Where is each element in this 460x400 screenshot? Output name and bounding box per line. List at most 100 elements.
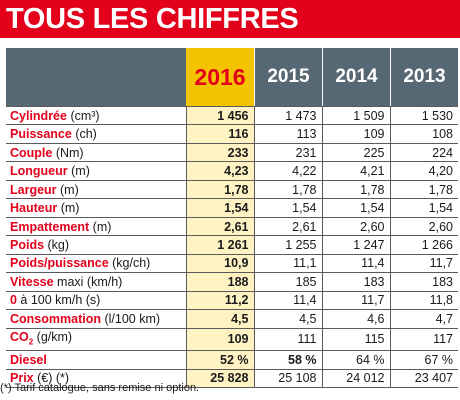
- value-cell-2016: 109: [185, 328, 254, 352]
- row-label: Poids/puissance (kg/ch): [6, 254, 186, 274]
- value-cell-2016: 4,5: [185, 309, 254, 329]
- value-cell-2014: 109: [321, 124, 390, 144]
- value-cell-2013: 1,54: [389, 198, 458, 218]
- value-cell-2014: 1,78: [321, 180, 390, 200]
- row-label: Vitesse maxi (km/h): [6, 272, 186, 292]
- row-label-unit: à 100 km/h (s): [16, 293, 101, 308]
- table-row: CO2 (g/km) 109 111 115 117: [6, 328, 458, 352]
- value-cell-2013: 183: [389, 272, 458, 292]
- row-label-name: Vitesse: [10, 274, 54, 289]
- row-label-name: Couple: [10, 145, 53, 160]
- row-label-name: Puissance: [10, 127, 72, 142]
- table-row: Longueur (m) 4,23 4,22 4,21 4,20: [6, 161, 458, 181]
- row-label-unit: (m): [67, 164, 90, 179]
- value-cell-2016: 116: [185, 124, 254, 144]
- row-label: Couple (Nm): [6, 143, 186, 163]
- spec-table: Cylindrée (cm³) 1 456 1 473 1 509 1 530 Puiss…: [6, 105, 458, 389]
- value-cell-2015: 4,22: [253, 161, 322, 181]
- row-label-unit: (ch): [71, 127, 97, 142]
- table-row: Poids/puissance (kg/ch) 10,9 11,1 11,4 11,7: [6, 254, 458, 274]
- value-cell-2014: 1,54: [321, 198, 390, 218]
- value-cell-2013: 117: [389, 328, 458, 352]
- row-label-name: Cylindrée: [10, 108, 67, 123]
- value-cell-2013: 1 266: [389, 235, 458, 255]
- value-cell-2014: 4,21: [321, 161, 390, 181]
- row-label: Consommation (l/100 km): [6, 309, 186, 329]
- table-row: Diesel 52 % 58 % 64 % 67 %: [6, 350, 458, 370]
- table-row: Largeur (m) 1,78 1,78 1,78 1,78: [6, 180, 458, 200]
- value-cell-2015: 25 108: [253, 369, 322, 389]
- value-cell-2013: 2,60: [389, 217, 458, 237]
- table-row: Vitesse maxi (km/h) 188 185 183 183: [6, 272, 458, 292]
- row-label: Longueur (m): [6, 161, 186, 181]
- value-cell-2014: 11,7: [321, 291, 390, 311]
- value-cell-2015: 1 473: [253, 105, 322, 126]
- value-cell-2016: 1 456: [185, 105, 254, 126]
- year-header-2015: 2015: [254, 48, 322, 106]
- table-row: Empattement (m) 2,61 2,61 2,60 2,60: [6, 217, 458, 237]
- value-cell-2016: 4,23: [185, 161, 254, 181]
- value-cell-2014: 1 247: [321, 235, 390, 255]
- value-cell-2014: 225: [321, 143, 390, 163]
- value-cell-2015: 2,61: [253, 217, 322, 237]
- value-cell-2015: 58 %: [253, 350, 322, 370]
- table-row: Couple (Nm) 233 231 225 224: [6, 143, 458, 163]
- title-bar: TOUS LES CHIFFRES: [0, 0, 460, 38]
- value-cell-2013: 67 %: [389, 350, 458, 370]
- row-label: Cylindrée (cm³): [6, 105, 186, 126]
- value-cell-2014: 64 %: [321, 350, 390, 370]
- row-label-name: Poids/puissance: [10, 256, 109, 271]
- row-label-unit: maxi (km/h): [53, 274, 123, 289]
- row-label-name: CO: [10, 329, 29, 344]
- row-label-name: Longueur: [10, 164, 68, 179]
- value-cell-2015: 4,5: [253, 309, 322, 329]
- value-cell-2015: 185: [253, 272, 322, 292]
- table-row: 0 à 100 km/h (s) 11,2 11,4 11,7 11,8: [6, 291, 458, 311]
- year-header-2014: 2014: [322, 48, 390, 106]
- row-label-name: Consommation: [10, 311, 101, 326]
- row-label-unit: (cm³): [66, 108, 100, 123]
- row-label-unit: (m): [57, 201, 80, 216]
- value-cell-2015: 1 255: [253, 235, 322, 255]
- row-label: Empattement (m): [6, 217, 186, 237]
- value-cell-2013: 108: [389, 124, 458, 144]
- row-label-name: Hauteur: [10, 201, 58, 216]
- value-cell-2013: 1 530: [389, 105, 458, 126]
- table-row: Prix (€) (*) 25 828 25 108 24 012 23 407: [6, 369, 458, 389]
- year-header-2013: 2013: [390, 48, 458, 106]
- value-cell-2014: 115: [321, 328, 390, 352]
- value-cell-2014: 24 012: [321, 369, 390, 389]
- row-label: Hauteur (m): [6, 198, 186, 218]
- value-cell-2015: 113: [253, 124, 322, 144]
- table-row: Consommation (l/100 km) 4,5 4,5 4,6 4,7: [6, 309, 458, 329]
- value-cell-2016: 2,61: [185, 217, 254, 237]
- value-cell-2014: 2,60: [321, 217, 390, 237]
- row-label: Prix (€) (*): [6, 369, 186, 389]
- year-header-2016: 2016: [186, 48, 254, 106]
- row-label: Puissance (ch): [6, 124, 186, 144]
- value-cell-2016: 188: [185, 272, 254, 292]
- table-row: Poids (kg) 1 261 1 255 1 247 1 266: [6, 235, 458, 255]
- value-cell-2016: 1,54: [185, 198, 254, 218]
- row-label-unit: (l/100 km): [100, 311, 161, 326]
- row-label: Diesel: [6, 350, 186, 370]
- value-cell-2013: 11,7: [389, 254, 458, 274]
- value-cell-2015: 1,54: [253, 198, 322, 218]
- row-label-unit: (g/km): [33, 329, 73, 344]
- value-cell-2013: 224: [389, 143, 458, 163]
- value-cell-2016: 1 261: [185, 235, 254, 255]
- value-cell-2016: 25 828: [185, 369, 254, 389]
- row-label-name: Diesel: [10, 352, 47, 367]
- row-label-subscript: 2: [28, 337, 34, 347]
- row-label-unit: (kg): [44, 238, 70, 253]
- row-label-name: Largeur: [10, 182, 57, 197]
- footnote: (*) Tarif catalogue, sans remise ni opti…: [0, 382, 200, 394]
- value-cell-2016: 52 %: [185, 350, 254, 370]
- value-cell-2015: 11,1: [253, 254, 322, 274]
- row-label: Largeur (m): [6, 180, 186, 200]
- value-cell-2015: 1,78: [253, 180, 322, 200]
- row-label-unit: (Nm): [52, 145, 84, 160]
- value-cell-2016: 10,9: [185, 254, 254, 274]
- row-label-name: Poids: [10, 238, 45, 253]
